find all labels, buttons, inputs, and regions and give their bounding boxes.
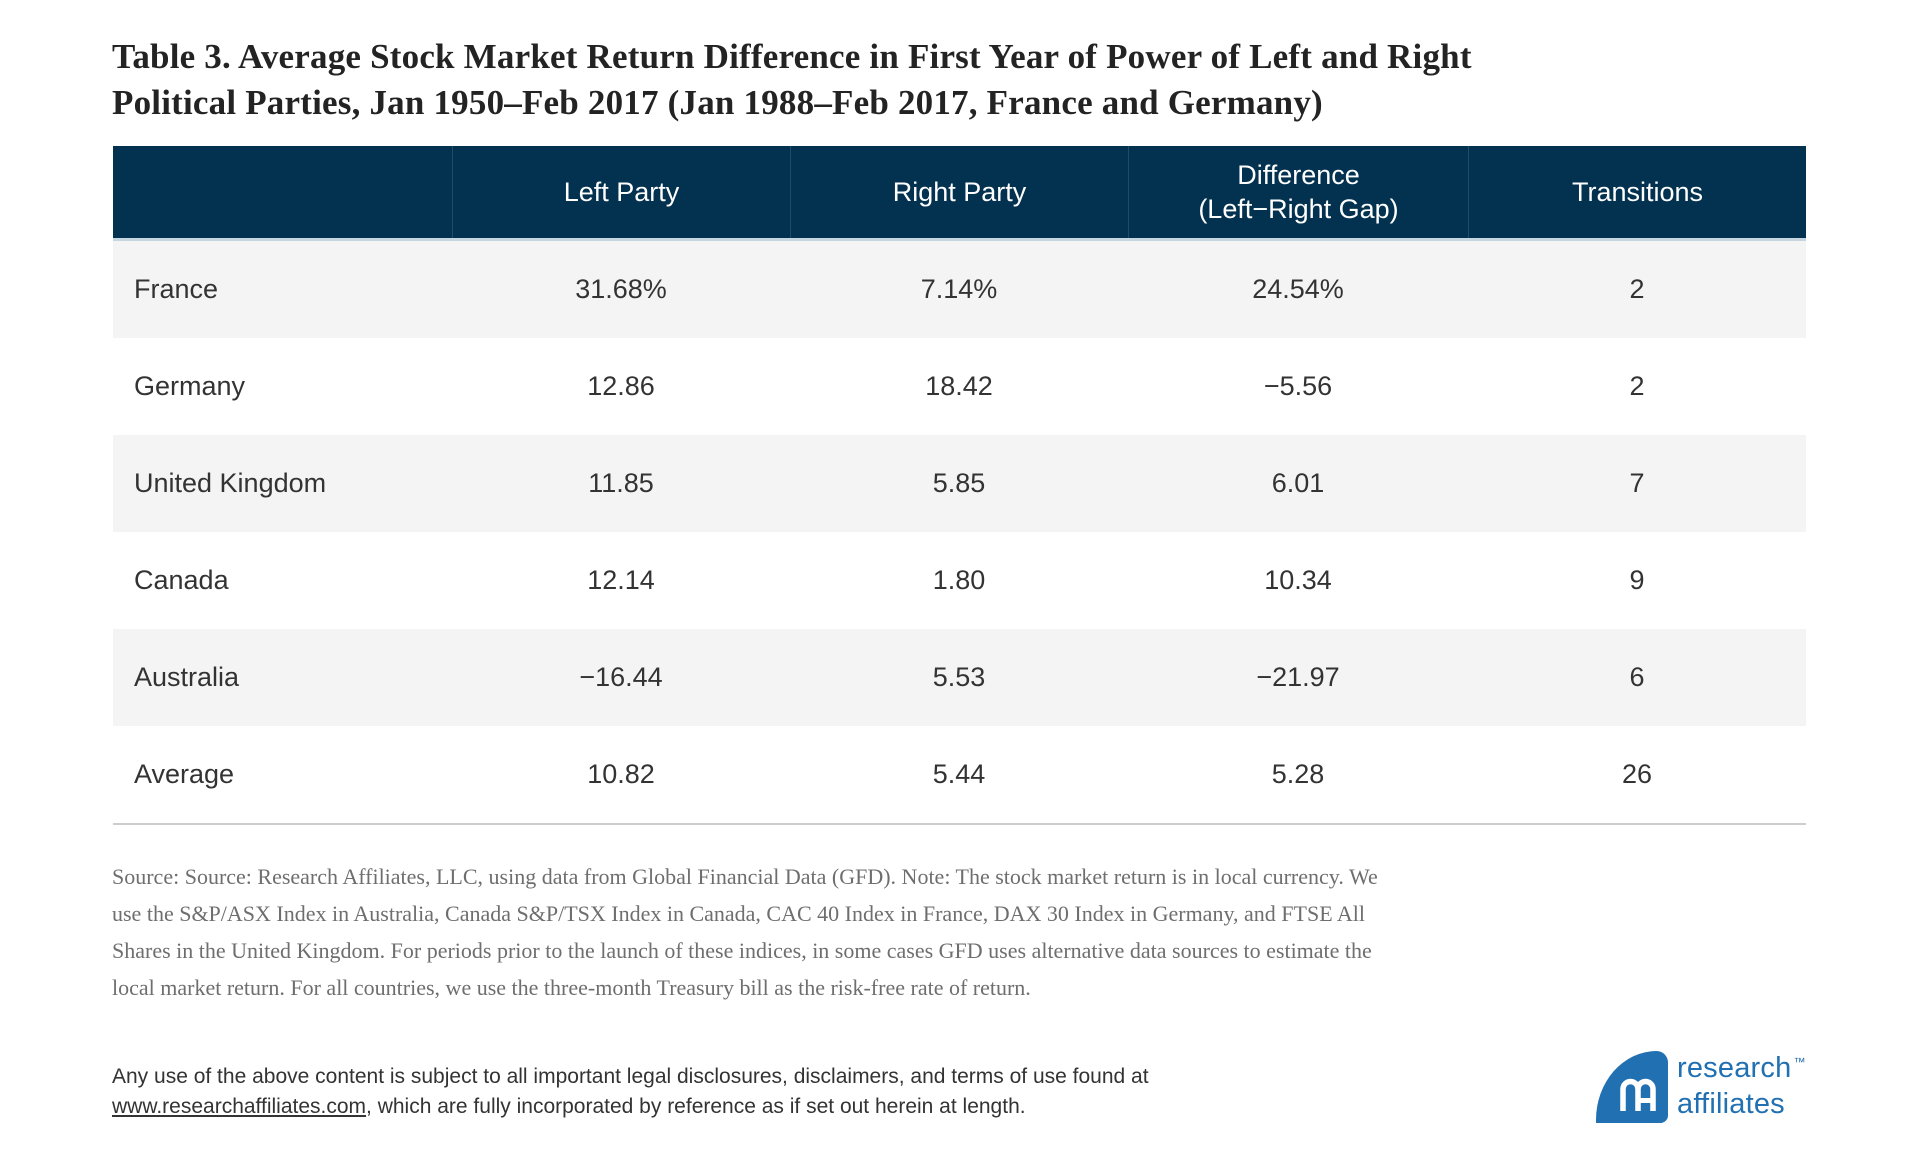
header-cell-right-party: Right Party xyxy=(790,146,1128,238)
cell-right-party: 5.53 xyxy=(932,662,986,692)
cell-difference: 5.28 xyxy=(1271,759,1325,789)
cell-country: France xyxy=(134,274,219,304)
cell-left-party: 10.82 xyxy=(587,759,655,789)
legal-disclaimer: Any use of the above content is subject … xyxy=(112,1062,1312,1122)
table-row-germany: Germany 12.86 18.42 −5.56 2 xyxy=(113,338,1806,435)
cell-difference: 24.54% xyxy=(1252,274,1344,304)
cell-transitions: 2 xyxy=(1629,274,1645,304)
cell-right-party: 5.85 xyxy=(932,468,986,498)
cell-left-party: 11.85 xyxy=(588,468,654,498)
cell-difference: 6.01 xyxy=(1271,468,1325,498)
cell-country: Germany xyxy=(134,371,246,401)
source-note: Source: Source: Research Affiliates, LLC… xyxy=(112,858,1378,1006)
table-header-row: Left Party Right Party Difference (Left−… xyxy=(113,146,1806,241)
cell-country: Canada xyxy=(134,565,229,595)
data-table: Left Party Right Party Difference (Left−… xyxy=(113,146,1806,825)
cell-left-party: 12.86 xyxy=(587,371,655,401)
table-row-canada: Canada 12.14 1.80 10.34 9 xyxy=(113,532,1806,629)
research-affiliates-link[interactable]: www.researchaffiliates.com xyxy=(112,1095,367,1118)
cell-right-party: 18.42 xyxy=(925,371,993,401)
research-affiliates-logo: research ™ affiliates xyxy=(1596,1051,1806,1123)
disclaimer-line1: Any use of the above content is subject … xyxy=(112,1065,1149,1088)
disclaimer-after-link: , which are fully incorporated by refere… xyxy=(366,1095,1026,1118)
header-difference-line1: Difference xyxy=(1237,160,1360,190)
table-row-united-kingdom: United Kingdom 11.85 5.85 6.01 7 xyxy=(113,435,1806,532)
table-title: Table 3. Average Stock Market Return Dif… xyxy=(112,34,1832,126)
header-cell-transitions: Transitions xyxy=(1468,146,1806,238)
cell-transitions: 26 xyxy=(1621,759,1653,789)
ra-logo-mark-icon xyxy=(1596,1051,1668,1123)
cell-country: Average xyxy=(134,759,235,789)
source-note-line: Source: Source: Research Affiliates, LLC… xyxy=(112,864,1378,889)
cell-right-party: 7.14% xyxy=(920,274,998,304)
ra-monogram-icon xyxy=(1620,1078,1656,1111)
table-body: France 31.68% 7.14% 24.54% 2 Germany 12.… xyxy=(113,241,1806,823)
table-row-australia: Australia −16.44 5.53 −21.97 6 xyxy=(113,629,1806,726)
cell-left-party: 12.14 xyxy=(587,565,655,595)
cell-difference: −5.56 xyxy=(1263,371,1333,401)
cell-transitions: 2 xyxy=(1629,371,1645,401)
logo-word-affiliates: affiliates xyxy=(1677,1088,1785,1120)
cell-left-party: −16.44 xyxy=(579,662,663,692)
source-note-line: local market return. For all countries, … xyxy=(112,975,1031,1000)
logo-wordmark: research ™ affiliates xyxy=(1677,1053,1806,1120)
cell-difference: 10.34 xyxy=(1264,565,1332,595)
table-title-line1: Table 3. Average Stock Market Return Dif… xyxy=(112,37,1472,76)
table-row-average: Average 10.82 5.44 5.28 26 xyxy=(113,726,1806,823)
header-cell-difference: Difference (Left−Right Gap) xyxy=(1128,146,1468,238)
table-title-line2: Political Parties, Jan 1950–Feb 2017 (Ja… xyxy=(112,83,1323,122)
header-difference-line2: (Left−Right Gap) xyxy=(1198,194,1399,224)
trademark-symbol: ™ xyxy=(1793,1055,1806,1069)
cell-left-party: 31.68% xyxy=(575,274,667,304)
cell-right-party: 1.80 xyxy=(932,565,986,595)
cell-transitions: 7 xyxy=(1629,468,1645,498)
cell-country: Australia xyxy=(134,662,240,692)
disclaimer-line2: www.researchaffiliates.com, which are fu… xyxy=(112,1092,1312,1122)
source-note-line: Shares in the United Kingdom. For period… xyxy=(112,938,1372,963)
cell-transitions: 6 xyxy=(1629,662,1645,692)
cell-right-party: 5.44 xyxy=(932,759,986,789)
header-cell-left-party: Left Party xyxy=(452,146,790,238)
cell-country: United Kingdom xyxy=(134,468,327,498)
header-cell-empty xyxy=(113,146,452,238)
source-note-line: use the S&P/ASX Index in Australia, Cana… xyxy=(112,901,1366,926)
cell-transitions: 9 xyxy=(1629,565,1645,595)
logo-word-research: research ™ xyxy=(1677,1052,1806,1084)
table-row-france: France 31.68% 7.14% 24.54% 2 xyxy=(113,241,1806,338)
cell-difference: −21.97 xyxy=(1256,662,1340,692)
